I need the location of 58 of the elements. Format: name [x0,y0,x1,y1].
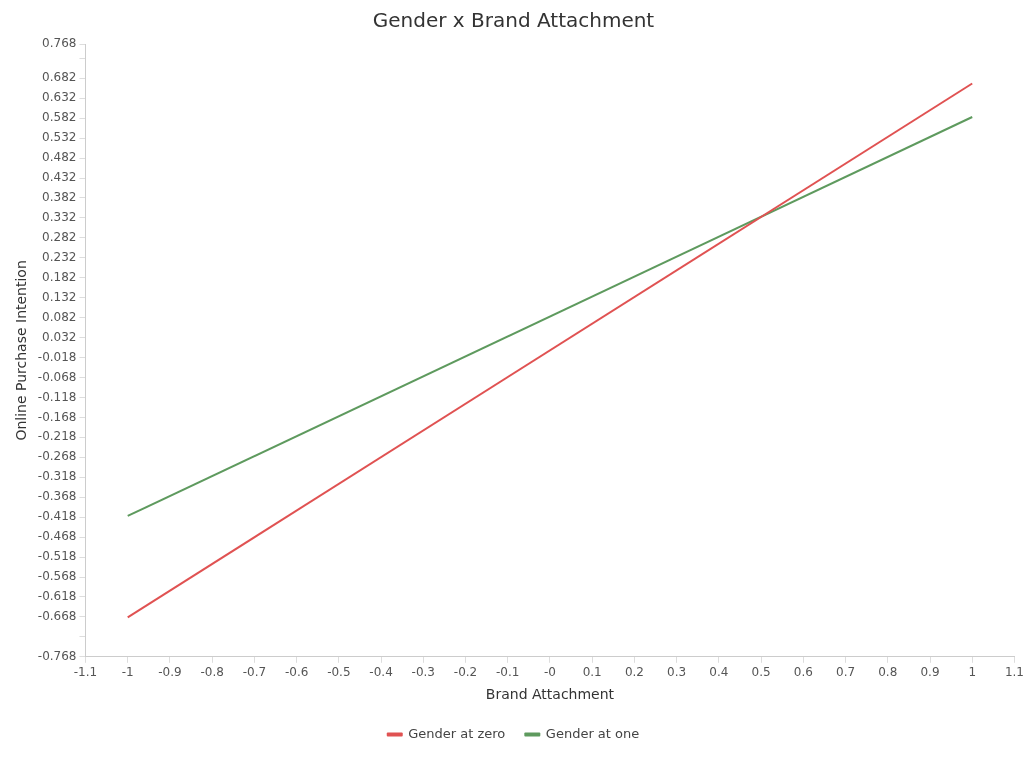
x-tick-label: -0.6 [284,665,309,680]
x-tick-label: 0.2 [624,665,644,680]
y-axis-title: Online Purchase Intention [13,260,30,441]
y-tick-label: -0.518 [37,549,77,564]
x-tick-label: -0.5 [327,665,351,680]
y-tick-label: -0.418 [37,509,77,524]
y-tick-label: -0.768 [37,648,77,663]
legend-label: Gender at one [545,725,640,741]
x-tick-label: -0.1 [496,665,520,680]
x-tick-label: -0.2 [453,665,478,680]
x-tick-label: -0.4 [369,665,393,680]
x-tick-label: 0.6 [793,665,813,680]
y-tick-label: -0.068 [37,369,77,384]
x-tick-label: -0.3 [411,665,435,680]
y-tick-label: 0.582 [42,110,77,125]
y-tick-label: -0.668 [37,609,77,624]
x-tick-label: -0.7 [242,665,267,680]
y-tick-label: -0.568 [37,569,77,584]
legend-label: Gender at zero [408,725,506,741]
y-tick-label: -0.168 [37,409,77,424]
y-tick-label: 0.382 [42,190,77,205]
y-tick-label: 0.082 [42,309,77,324]
y-tick-label: -0.118 [37,389,77,404]
x-tick-label: 0.9 [920,665,940,680]
y-tick-label: 0.132 [42,289,77,304]
x-tick-label: 0.5 [751,665,771,680]
y-tick-label: -0.218 [37,429,77,444]
y-tick-label: 0.182 [42,269,77,284]
x-tick-label: 0.1 [582,665,602,680]
x-tick-label: -0.9 [158,665,182,680]
y-tick-label: -0.368 [37,489,77,504]
chart-title: Gender x Brand Attachment [372,8,655,33]
y-tick-label: 0.532 [42,130,77,145]
x-tick-label: -1 [121,665,134,680]
x-tick-label: -0 [543,665,556,680]
y-tick-label: -0.318 [37,469,77,484]
y-tick-label: 0.282 [42,230,77,245]
y-tick-label: 0.682 [42,70,77,85]
x-tick-label: 1.1 [1004,665,1024,680]
x-axis-title: Brand Attachment [485,686,615,703]
x-tick-label: -0.8 [200,665,224,680]
y-tick-label: 0.432 [42,170,77,185]
y-tick-label: -0.468 [37,529,77,544]
y-tick-label: -0.018 [37,349,77,364]
x-tick-label: 0.3 [667,665,687,680]
x-tick-label: 1 [968,665,977,680]
y-tick-label: 0.032 [42,329,77,344]
y-tick-label: -0.268 [37,449,77,464]
y-tick-label: 0.332 [42,210,77,225]
y-tick-label: -0.618 [37,589,77,604]
x-tick-label: 0.8 [878,665,898,680]
y-tick-label: 0.482 [42,150,77,165]
y-tick-label: 0.768 [42,36,77,51]
x-tick-label: 0.4 [709,665,729,680]
x-tick-label: -1.1 [73,665,98,680]
y-tick-label: 0.632 [42,90,77,105]
x-tick-label: 0.7 [836,665,856,680]
y-tick-label: 0.232 [42,249,77,264]
